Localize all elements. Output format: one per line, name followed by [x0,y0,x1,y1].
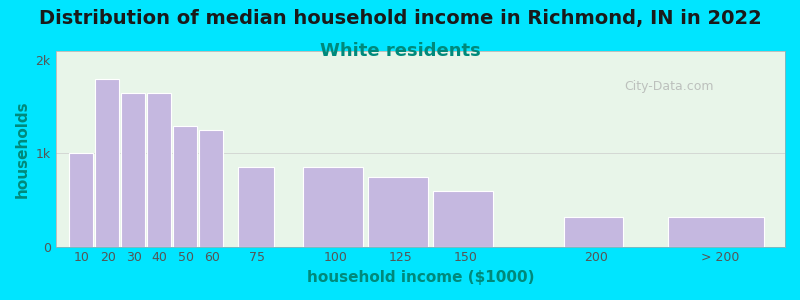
Bar [69,153,93,247]
Text: City-Data.com: City-Data.com [625,80,714,93]
Bar [173,125,197,247]
Bar [434,191,494,247]
Bar [303,167,363,247]
Bar [121,93,145,247]
Text: Distribution of median household income in Richmond, IN in 2022: Distribution of median household income … [38,9,762,28]
Bar [199,130,222,247]
Y-axis label: households: households [15,100,30,198]
Bar [146,93,170,247]
X-axis label: household income ($1000): household income ($1000) [306,270,534,285]
Bar [238,167,274,247]
Bar [668,217,764,247]
Text: White residents: White residents [320,42,480,60]
Bar [94,79,118,247]
Bar [563,217,623,247]
Bar [368,177,428,247]
